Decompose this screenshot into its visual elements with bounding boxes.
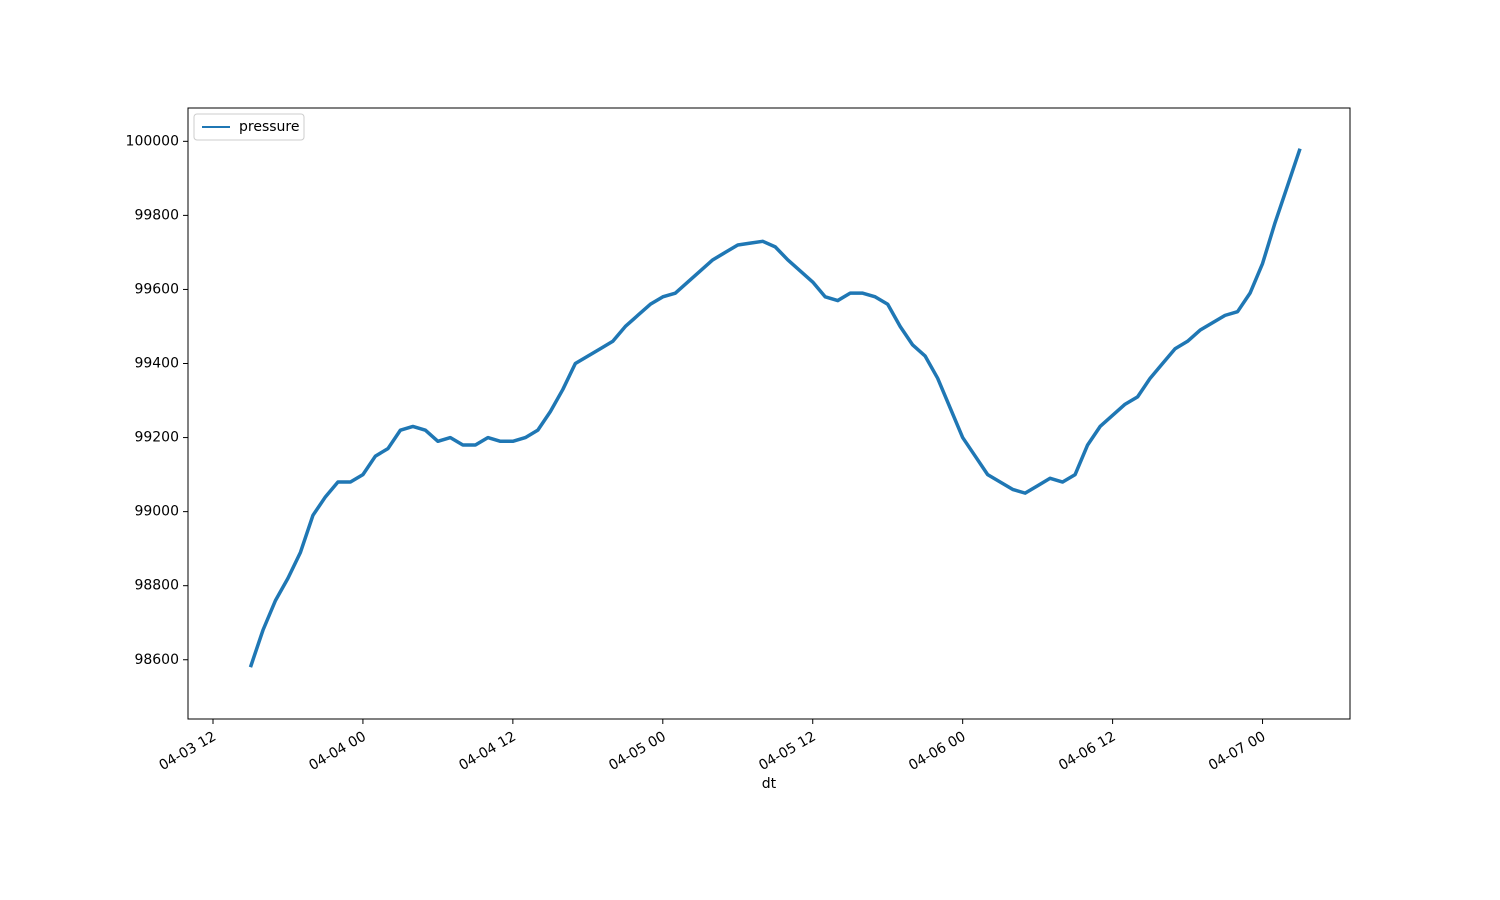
x-tick-label: 04-04 00: [306, 729, 369, 774]
y-tick-label: 99000: [134, 504, 179, 520]
x-tick-label: 04-06 12: [1056, 729, 1119, 774]
x-tick-label: 04-06 00: [906, 729, 969, 774]
x-tick-label: 04-03 12: [156, 729, 219, 774]
legend-box: [193, 113, 305, 141]
y-tick-label: 98800: [134, 578, 179, 594]
y-tick-label: 99800: [134, 207, 179, 223]
y-tick-label: 99400: [134, 356, 179, 372]
legend: pressure: [193, 113, 305, 141]
line: [248, 148, 1302, 668]
x-axis-label: dt: [762, 776, 777, 792]
y-tick-label: 99200: [134, 430, 179, 446]
legend-label: pressure: [239, 119, 299, 135]
x-tick-label: 04-04 12: [456, 729, 519, 774]
plot-frame: [187, 107, 1351, 720]
x-tick-label: 04-05 12: [756, 729, 819, 774]
x-tick-label: 04-05 00: [606, 729, 669, 774]
y-tick-label: 100000: [126, 133, 179, 149]
x-tick-label: 04-07 00: [1206, 729, 1269, 774]
y-tick-label: 98600: [134, 652, 179, 668]
y-tick-label: 99600: [134, 281, 179, 297]
